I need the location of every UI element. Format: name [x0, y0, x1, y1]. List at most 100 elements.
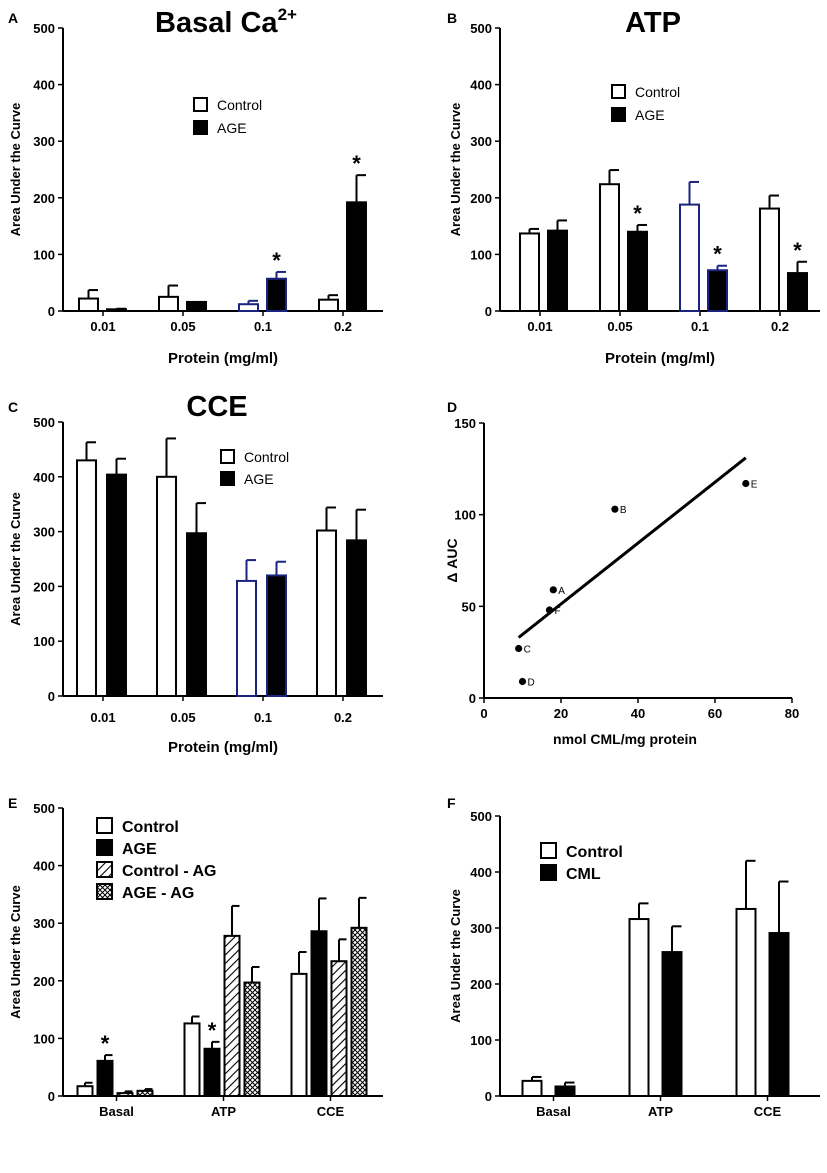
panel-D: D 0 50 100 150 0 20 40 60 80 Δ AUC nmol CML/mg prot…	[444, 399, 799, 747]
y-tick-label: 400	[33, 78, 55, 93]
bar-age	[627, 230, 648, 312]
data-point-B	[611, 505, 619, 513]
y-tick-label: 400	[470, 78, 492, 93]
panel-letter-A: A	[8, 10, 18, 26]
data-point-C	[515, 644, 523, 653]
legend-swatch	[96, 817, 113, 834]
panel-letter-F: F	[447, 795, 456, 811]
x-tick-label: 60	[708, 706, 722, 721]
legend-swatch	[193, 120, 208, 135]
bar-age---ag	[243, 981, 261, 1098]
data-point-A	[549, 586, 557, 594]
bar-age---ag	[350, 926, 368, 1097]
regression-line	[517, 456, 747, 639]
x-tick-label: 0.01	[90, 710, 115, 725]
y-tick-label: 50	[462, 599, 476, 614]
x-tick-label: 0.01	[527, 319, 552, 334]
bar-age	[547, 229, 568, 313]
chart-title: Basal Ca2+	[155, 5, 297, 39]
chart-title: CCE	[186, 391, 247, 423]
bar-age	[266, 277, 287, 313]
x-tick-label: 0.05	[170, 319, 195, 334]
bar-control	[76, 459, 97, 697]
significance-asterisk: *	[272, 248, 281, 273]
point-label: A	[558, 586, 565, 597]
bar-control	[599, 183, 620, 312]
y-tick-label: 200	[33, 579, 55, 594]
bar-control	[316, 529, 337, 698]
bar-age	[96, 1059, 114, 1098]
y-tick-label: 100	[33, 634, 55, 649]
significance-asterisk: *	[633, 201, 642, 226]
bar-age	[203, 1047, 221, 1097]
bar-control	[76, 1085, 94, 1098]
bar-age	[787, 272, 808, 313]
data-point-E	[742, 479, 750, 488]
y-tick-label: 0	[48, 304, 55, 319]
x-axis-label: Protein (mg/ml)	[605, 350, 715, 367]
y-tick-label: 300	[33, 916, 55, 931]
y-tick-label: 300	[470, 921, 492, 936]
bar-control---ag	[330, 960, 348, 1097]
bar-age---ag	[136, 1089, 154, 1098]
bar-age	[186, 300, 207, 312]
x-tick-label: 0.05	[170, 710, 195, 725]
bar-cml	[768, 932, 790, 1097]
x-tick-label: Basal	[99, 1104, 134, 1119]
bar-cml	[554, 1085, 576, 1097]
bar-control	[521, 1079, 543, 1098]
x-tick-label: 0.05	[607, 319, 632, 334]
x-axis-label: Protein (mg/ml)	[168, 350, 278, 367]
y-axis-label: Δ AUC	[444, 538, 460, 582]
y-tick-label: 150	[454, 416, 476, 431]
y-axis-label: Area Under the Curve	[448, 889, 463, 1023]
point-label: D	[528, 678, 535, 689]
y-tick-label: 0	[48, 689, 55, 704]
panel-A: A 0 100 200 300 400 500 Area Under the Curve 0.0…	[8, 5, 383, 367]
bar-control	[290, 972, 308, 1097]
x-tick-label: 20	[554, 706, 568, 721]
legend-swatch	[611, 107, 626, 122]
y-tick-label: 300	[33, 525, 55, 540]
title-superscript: 2+	[278, 5, 297, 24]
significance-asterisk: *	[352, 151, 361, 176]
y-tick-label: 0	[48, 1089, 55, 1104]
y-axis-label: Area Under the Curve	[8, 885, 23, 1019]
legend-label: Control	[217, 97, 262, 113]
y-tick-label: 200	[33, 974, 55, 989]
point-label: C	[524, 645, 531, 656]
bar-control	[679, 203, 700, 312]
y-tick-label: 500	[470, 809, 492, 824]
x-tick-label: 0.01	[90, 319, 115, 334]
significance-asterisk: *	[208, 1018, 217, 1043]
point-label: F	[554, 606, 560, 617]
panel-F: F 0 100 200 300 400 500 Area Under the Curve Bas…	[447, 795, 820, 1119]
legend-label: CML	[566, 866, 601, 883]
y-tick-label: 400	[33, 859, 55, 874]
x-tick-label: 0.1	[254, 319, 272, 334]
x-tick-label: 40	[631, 706, 645, 721]
legend-swatch	[220, 449, 235, 464]
legend-label: AGE	[244, 471, 274, 487]
y-tick-label: 0	[485, 1089, 492, 1104]
legend-label: AGE - AG	[122, 885, 194, 902]
x-tick-label: 80	[785, 706, 799, 721]
significance-asterisk: *	[101, 1031, 110, 1056]
legend-swatch	[193, 97, 208, 112]
point-label: B	[620, 505, 627, 516]
y-tick-label: 0	[485, 304, 492, 319]
x-tick-label: CCE	[754, 1104, 782, 1119]
legend-label: AGE	[122, 841, 157, 858]
x-tick-label: 0.2	[334, 319, 352, 334]
significance-asterisk: *	[713, 242, 722, 267]
panel-letter-C: C	[8, 399, 18, 415]
bar-age	[106, 473, 127, 697]
bar-age	[346, 201, 367, 312]
panel-letter-B: B	[447, 10, 457, 26]
y-tick-label: 300	[33, 134, 55, 149]
panel-C: C 0 100 200 300 400 500 Area Under the Curve 0.0…	[8, 391, 383, 756]
legend-label: Control - AG	[122, 863, 217, 880]
legend-label: Control	[635, 84, 680, 100]
y-tick-label: 100	[33, 247, 55, 262]
